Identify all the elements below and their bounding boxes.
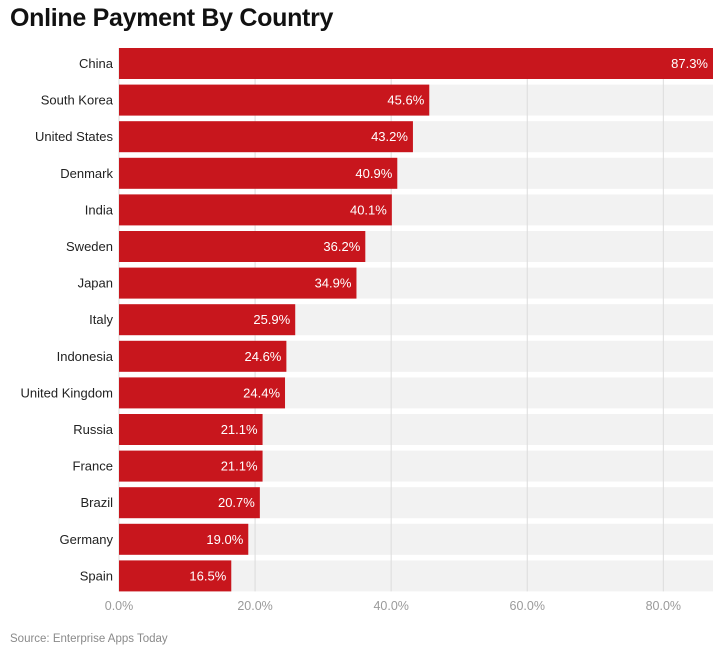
- bar: [119, 414, 263, 445]
- x-tick-label: 40.0%: [373, 599, 408, 613]
- value-label: 21.1%: [221, 422, 258, 437]
- value-label: 43.2%: [371, 129, 408, 144]
- category-label: Germany: [60, 532, 114, 547]
- bar: [119, 231, 366, 262]
- category-label: Indonesia: [57, 349, 114, 364]
- category-label: Japan: [78, 276, 113, 291]
- bar: [119, 194, 392, 226]
- value-label: 21.1%: [221, 459, 258, 474]
- bar: [119, 157, 398, 189]
- value-label: 25.9%: [253, 312, 290, 327]
- category-label: France: [73, 459, 113, 474]
- labels: China 87.3% South Korea 45.6% United States 4…: [21, 56, 709, 583]
- chart-title: Online Payment By Country: [10, 4, 334, 32]
- bars: [119, 48, 713, 592]
- source-note: Source: Enterprise Apps Today: [10, 633, 168, 645]
- value-label: 40.9%: [355, 166, 392, 181]
- bar: [119, 48, 713, 79]
- category-label: United States: [35, 129, 114, 144]
- value-label: 40.1%: [350, 202, 387, 217]
- bar: [119, 523, 249, 555]
- value-label: 36.2%: [323, 239, 360, 254]
- bar: [119, 84, 430, 116]
- bar: [119, 487, 260, 519]
- category-label: Spain: [80, 568, 113, 583]
- bar: [119, 560, 232, 592]
- category-label: China: [79, 56, 114, 71]
- value-label: 87.3%: [671, 56, 708, 71]
- category-label: South Korea: [41, 93, 114, 108]
- category-label: Sweden: [66, 239, 113, 254]
- value-label: 34.9%: [315, 276, 352, 291]
- category-label: Italy: [89, 312, 113, 327]
- bar: [119, 304, 296, 336]
- value-label: 24.4%: [243, 385, 280, 400]
- category-label: Russia: [73, 422, 114, 437]
- x-tick-label: 0.0%: [105, 599, 134, 613]
- value-label: 24.6%: [245, 349, 282, 364]
- x-tick-label: 20.0%: [237, 599, 272, 613]
- category-label: India: [85, 202, 114, 217]
- value-label: 16.5%: [189, 568, 226, 583]
- x-tick-label: 80.0%: [646, 599, 681, 613]
- bar: [119, 340, 287, 372]
- category-label: Denmark: [60, 166, 113, 181]
- x-axis-ticks: 0.0% 20.0% 40.0% 60.0% 80.0%: [105, 599, 681, 613]
- category-label: Brazil: [80, 495, 113, 510]
- bar: [119, 450, 263, 482]
- value-label: 20.7%: [218, 495, 255, 510]
- bar: [119, 121, 413, 153]
- x-tick-label: 60.0%: [510, 599, 545, 613]
- bar: [119, 267, 357, 299]
- bar: [119, 377, 286, 409]
- value-label: 45.6%: [387, 93, 424, 108]
- value-label: 19.0%: [206, 532, 243, 547]
- category-label: United Kingdom: [21, 385, 114, 400]
